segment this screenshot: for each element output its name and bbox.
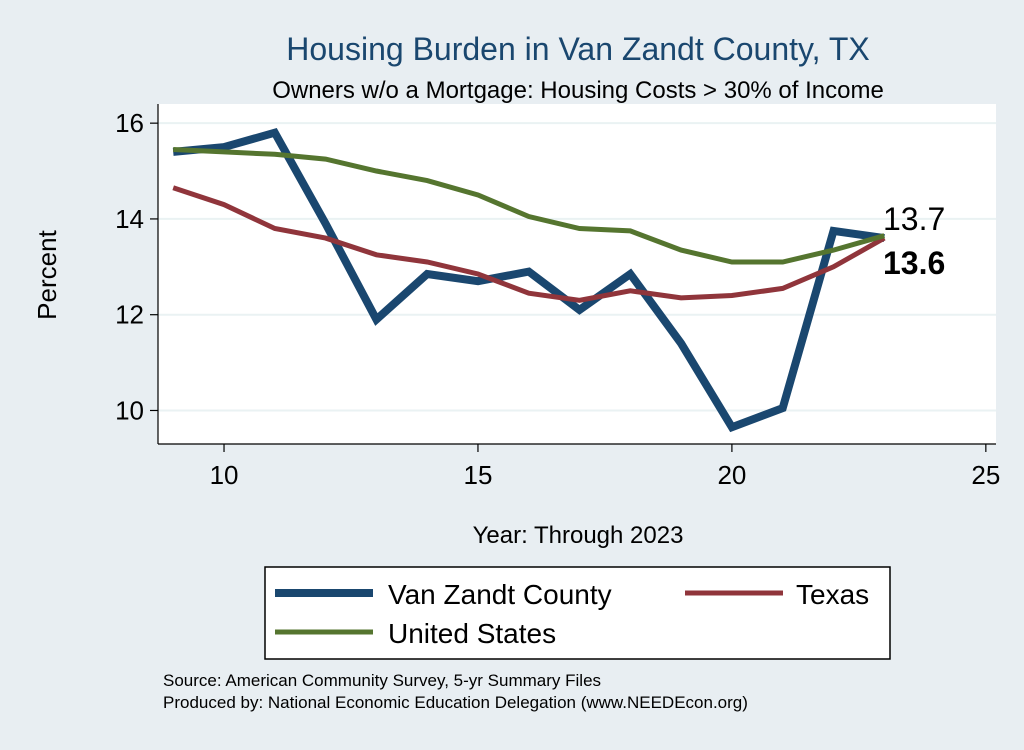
source-note: Source: American Community Survey, 5-yr … bbox=[163, 671, 601, 690]
producer-note: Produced by: National Economic Education… bbox=[163, 693, 748, 712]
series-line-united-states bbox=[173, 147, 885, 265]
legend-label-texas: Texas bbox=[796, 579, 869, 610]
axes bbox=[157, 104, 996, 445]
end-label-texas: 13.6 bbox=[883, 245, 945, 281]
y-tick-label-10: 10 bbox=[115, 395, 144, 425]
x-tick-label-20: 20 bbox=[717, 460, 746, 490]
plot-area bbox=[158, 104, 996, 444]
series-lines bbox=[172, 127, 886, 433]
series-line-texas bbox=[172, 185, 886, 303]
legend: Van Zandt County Texas United States bbox=[264, 566, 891, 660]
x-ticks: 10 15 20 25 bbox=[210, 444, 1000, 490]
legend-label-van-zandt: Van Zandt County bbox=[388, 579, 612, 610]
chart-title: Housing Burden in Van Zandt County, TX bbox=[286, 31, 869, 67]
series-line-van-zandt-county bbox=[172, 127, 885, 433]
y-tick-label-14: 14 bbox=[115, 204, 144, 234]
x-axis-title: Year: Through 2023 bbox=[473, 522, 684, 549]
y-tick-label-12: 12 bbox=[115, 300, 144, 330]
grid-lines bbox=[158, 122, 996, 412]
y-ticks: 10 12 14 16 bbox=[115, 108, 158, 425]
chart-subtitle: Owners w/o a Mortgage: Housing Costs > 3… bbox=[272, 77, 884, 104]
end-label-united-states: 13.7 bbox=[883, 201, 945, 237]
y-tick-label-16: 16 bbox=[115, 108, 144, 138]
x-tick-label-25: 25 bbox=[971, 460, 1000, 490]
legend-box bbox=[264, 566, 891, 660]
x-tick-label-10: 10 bbox=[210, 460, 239, 490]
y-axis-title: Percent bbox=[32, 229, 62, 319]
legend-label-united-states: United States bbox=[388, 618, 556, 649]
x-tick-label-15: 15 bbox=[464, 460, 493, 490]
